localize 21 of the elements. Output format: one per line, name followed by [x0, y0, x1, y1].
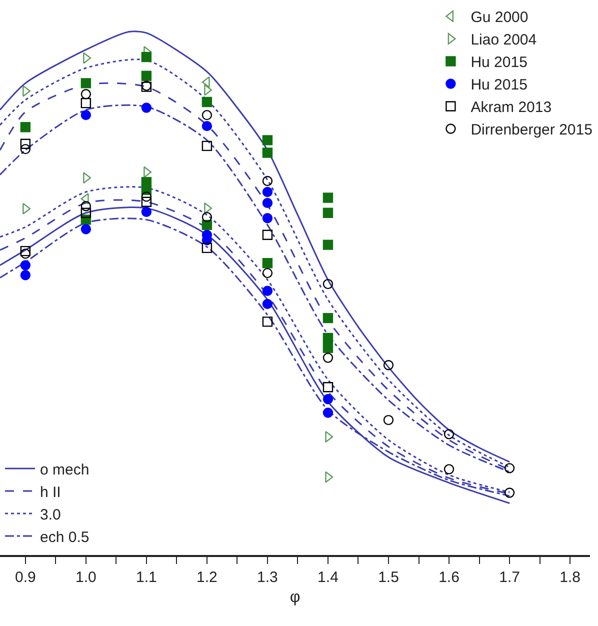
legend-label: Dirrenberger 2015: [470, 122, 592, 139]
legend-label: 3.0: [40, 506, 61, 524]
legend-label: Hu 2015: [470, 54, 528, 72]
x-tick-label: 1.4: [318, 568, 338, 586]
x-tick-label: 1.7: [499, 568, 520, 586]
x-tick-label: 0.9: [14, 568, 36, 586]
legend-label: o mech: [40, 461, 90, 478]
x-tick-label: 1.8: [560, 568, 580, 586]
legend-label: h II: [40, 484, 61, 501]
legend-label: Liao 2004: [470, 32, 537, 49]
x-tick-label: 1.5: [378, 568, 399, 586]
legend-label: Hu 2015: [470, 76, 528, 94]
x-tick-label: 1.1: [136, 568, 157, 586]
legend-label: ech 0.5: [40, 528, 90, 546]
x-tick-label: 1.3: [257, 568, 278, 586]
legend-label: Akram 2013: [470, 99, 552, 116]
x-tick-label: 1.0: [76, 568, 96, 586]
x-tick-label: 1.6: [438, 568, 460, 586]
x-axis-title: φ: [290, 588, 300, 606]
legend-label: Gu 2000: [470, 9, 528, 26]
x-tick-label: 1.2: [196, 568, 218, 586]
